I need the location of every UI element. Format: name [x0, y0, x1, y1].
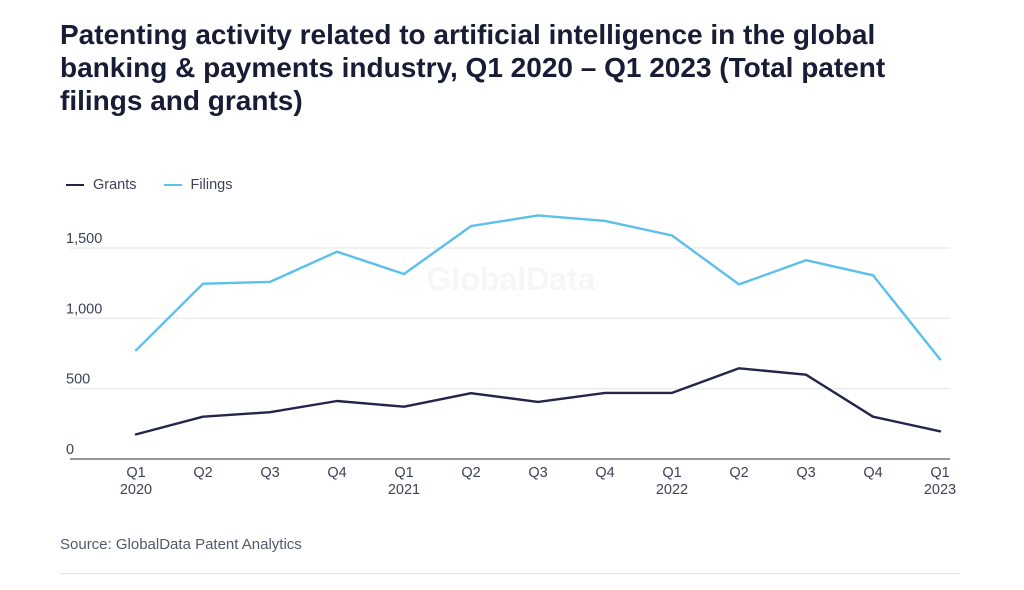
svg-text:Q1: Q1 — [930, 465, 949, 481]
svg-text:Q2: Q2 — [193, 465, 212, 481]
svg-text:Q1: Q1 — [394, 465, 413, 481]
svg-text:Q1: Q1 — [662, 465, 681, 481]
svg-text:2023: 2023 — [924, 482, 956, 498]
svg-text:Q2: Q2 — [729, 465, 748, 481]
svg-text:Q3: Q3 — [796, 465, 815, 481]
svg-text:GlobalData: GlobalData — [427, 261, 596, 297]
svg-text:1,000: 1,000 — [66, 301, 102, 317]
svg-text:Q1: Q1 — [126, 465, 145, 481]
svg-text:Q3: Q3 — [260, 465, 279, 481]
svg-text:Q4: Q4 — [327, 465, 346, 481]
svg-text:Q4: Q4 — [863, 465, 882, 481]
svg-text:2020: 2020 — [120, 482, 152, 498]
svg-text:Q3: Q3 — [528, 465, 547, 481]
svg-text:0: 0 — [66, 442, 74, 458]
svg-text:500: 500 — [66, 372, 90, 388]
svg-text:Q4: Q4 — [595, 465, 614, 481]
svg-text:2021: 2021 — [388, 482, 420, 498]
svg-text:1,500: 1,500 — [66, 231, 102, 247]
svg-text:2022: 2022 — [656, 482, 688, 498]
svg-text:Q2: Q2 — [461, 465, 480, 481]
